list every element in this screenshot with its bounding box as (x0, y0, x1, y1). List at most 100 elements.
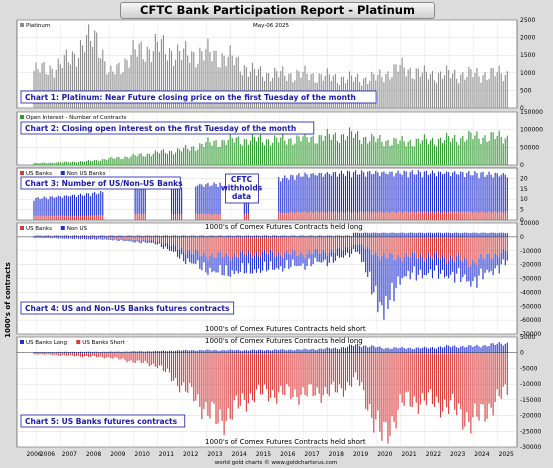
non-us-bank-count-bar (179, 185, 181, 215)
us-bank-count-bar (304, 211, 306, 220)
us-banks-short-bar (456, 352, 458, 416)
us-bank-net-bar (340, 236, 342, 251)
chart-date-label: May-06 2025 (253, 23, 290, 29)
non-us-long-bar (148, 235, 150, 237)
non-us-net-bar (367, 247, 369, 277)
us-bank-count-bar (92, 215, 94, 220)
cftc-annotation-line: withholds (221, 184, 263, 193)
non-us-long-bar (435, 232, 438, 237)
us-bank-count-bar (302, 211, 304, 220)
price-bar (100, 58, 102, 108)
us-banks-short-bar (381, 352, 383, 441)
us-banks-short-bar (181, 352, 183, 386)
non-us-net-bar (353, 244, 355, 250)
us-banks-short-bar (259, 352, 262, 395)
non-us-net-bar (45, 237, 47, 239)
open-interest-bar (421, 140, 423, 165)
us-banks-long-bar (506, 342, 508, 353)
us-bank-count-bar (213, 213, 215, 220)
us-banks-long-bar (59, 351, 61, 353)
non-us-bank-count-bar (437, 171, 440, 212)
non-us-net-bar (120, 238, 122, 240)
non-us-bank-count-bar (39, 199, 41, 217)
legend-swatch (20, 226, 24, 230)
non-us-long-bar (387, 233, 389, 237)
us-banks-short-bar (460, 352, 462, 410)
us-bank-count-bar (278, 212, 280, 220)
us-banks-long-bar (253, 349, 256, 353)
non-us-long-bar (439, 232, 442, 237)
non-us-net-bar (73, 237, 75, 239)
x-tick-label: 2010 (135, 451, 150, 458)
price-bar (173, 65, 175, 108)
non-us-bank-count-bar (482, 171, 484, 212)
non-us-net-bar (266, 253, 268, 272)
y-tick-label: -50000 (520, 303, 541, 310)
us-banks-long-bar (393, 347, 395, 353)
us-banks-long-bar (49, 351, 51, 353)
us-bank-net-bar (81, 236, 84, 239)
us-banks-long-bar (419, 348, 421, 353)
non-us-bank-count-bar (393, 176, 395, 212)
us-bank-net-bar (146, 236, 148, 241)
us-bank-count-bar (444, 211, 446, 220)
non-us-bank-count-bar (298, 173, 300, 213)
price-bar (462, 72, 464, 108)
non-us-net-bar (435, 251, 438, 266)
non-us-bank-count-bar (300, 176, 302, 214)
us-bank-count-bar (217, 214, 219, 220)
us-bank-count-bar (490, 213, 492, 220)
us-bank-net-bar (144, 236, 146, 240)
non-us-long-bar (229, 235, 231, 237)
chart-top-note: 1000's of Comex Futures Contracts held l… (205, 337, 363, 345)
us-bank-count-bar (439, 213, 442, 220)
us-bank-net-bar (183, 236, 185, 252)
us-bank-net-bar (383, 236, 385, 254)
us-banks-long-bar (500, 343, 502, 353)
us-banks-short-bar (322, 352, 324, 396)
us-banks-long-bar (106, 351, 108, 353)
non-us-long-bar (112, 235, 114, 237)
non-us-long-bar (292, 235, 294, 237)
price-bar (69, 64, 71, 108)
non-us-bank-count-bar (79, 193, 82, 216)
open-interest-bar (110, 156, 112, 165)
us-bank-net-bar (253, 236, 256, 256)
us-banks-long-bar (168, 350, 171, 353)
us-banks-long-bar (187, 350, 189, 353)
us-bank-net-bar (344, 236, 347, 247)
non-us-net-bar (90, 238, 92, 240)
non-us-long-bar (446, 232, 448, 237)
non-us-net-bar (423, 261, 425, 275)
us-bank-net-bar (425, 236, 427, 259)
us-bank-net-bar (292, 236, 294, 250)
non-us-long-bar (302, 235, 304, 237)
y-tick-label: -25000 (520, 428, 541, 435)
us-banks-long-bar (425, 347, 427, 353)
us-bank-net-bar (148, 236, 150, 241)
price-bar (415, 68, 417, 108)
us-banks-short-bar (166, 352, 169, 369)
us-bank-net-bar (37, 236, 39, 238)
non-us-long-bar (290, 235, 292, 237)
us-banks-long-bar (67, 351, 69, 353)
price-bar (235, 57, 237, 108)
price-bar (63, 55, 65, 108)
non-us-long-bar (322, 235, 324, 237)
non-us-bank-count-bar (55, 197, 57, 216)
non-us-long-bar (132, 235, 134, 237)
us-bank-count-bar (417, 211, 419, 220)
us-bank-net-bar (33, 236, 35, 238)
open-interest-bar (79, 161, 82, 165)
open-interest-bar (173, 154, 175, 165)
us-banks-short-bar (278, 352, 280, 393)
us-banks-long-bar (300, 349, 302, 353)
non-us-bank-count-bar (61, 197, 63, 216)
open-interest-bar (63, 161, 65, 165)
us-banks-long-bar (33, 352, 35, 353)
us-bank-net-bar (488, 236, 490, 254)
open-interest-bar (197, 149, 199, 165)
y-tick-label: 10000 (520, 220, 539, 227)
y-tick-label: 1000 (520, 70, 535, 77)
non-us-net-bar (466, 258, 468, 282)
